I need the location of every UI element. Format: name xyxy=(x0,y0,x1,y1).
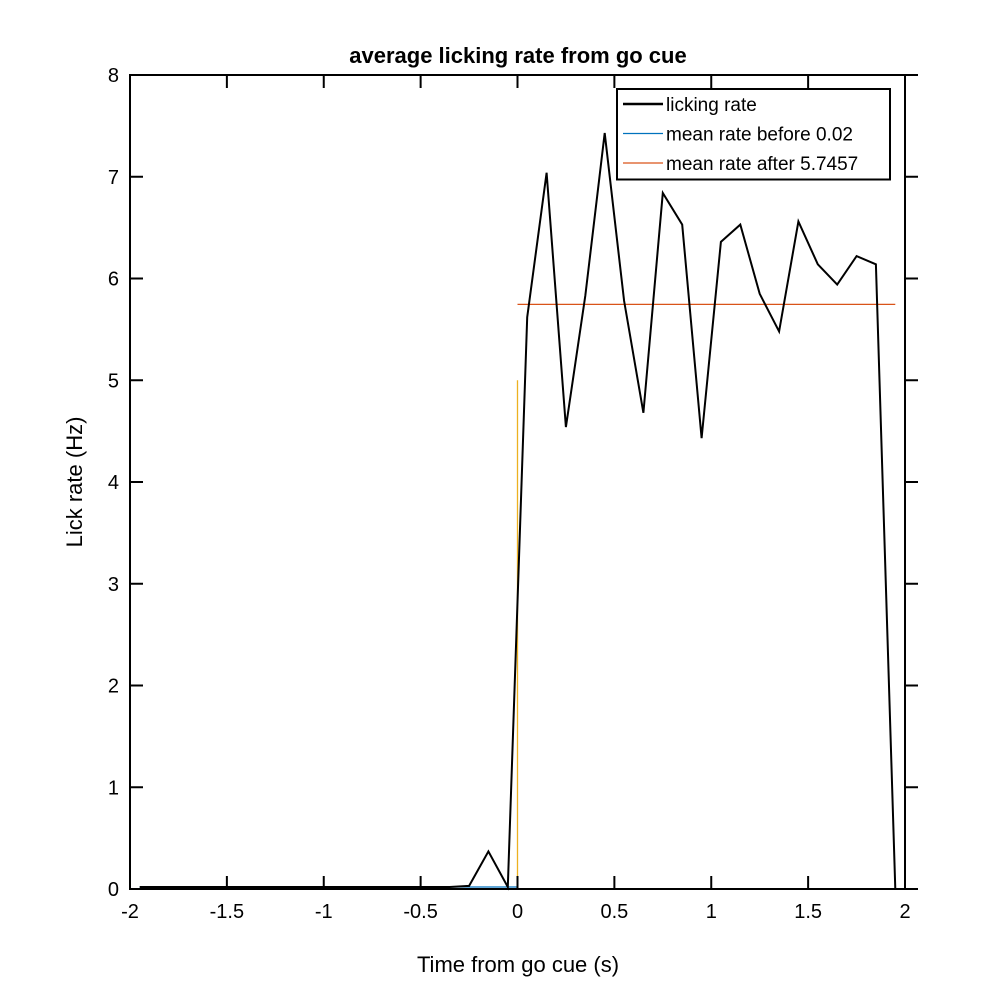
y-tick-label: 8 xyxy=(108,65,119,87)
x-tick-label: -2 xyxy=(121,901,139,923)
legend-label: mean rate before 0.02 xyxy=(666,125,853,146)
x-tick-label: 0.5 xyxy=(600,901,628,923)
y-tick-label: 1 xyxy=(108,777,119,799)
y-tick-label: 5 xyxy=(108,370,119,392)
y-tick-label: 7 xyxy=(108,167,119,189)
y-tick-label: 0 xyxy=(108,879,119,901)
legend: licking rate mean rate before 0.02 mean ra… xyxy=(616,88,891,181)
x-tick-label: 0 xyxy=(512,901,523,923)
x-tick-label: -1 xyxy=(315,901,333,923)
y-tick-label: 4 xyxy=(108,472,119,494)
y-tick-label: 6 xyxy=(108,269,119,291)
y-axis-label: Lick rate (Hz) xyxy=(62,417,87,548)
x-tick-label: -0.5 xyxy=(403,901,437,923)
series-line-0 xyxy=(139,132,897,891)
x-tick-label: 1.5 xyxy=(794,901,822,923)
legend-label: mean rate after 5.7457 xyxy=(666,154,858,175)
legend-label: licking rate xyxy=(666,95,757,116)
x-tick-label: 1 xyxy=(706,901,717,923)
y-tick-label: 3 xyxy=(108,574,119,596)
ticks: -2 -1.5 -1 -0.5 0 0.5 1 1.5 2 0 1 2 3 4 5 6 7 8 xyxy=(108,65,918,923)
x-tick-label: -1.5 xyxy=(210,901,244,923)
plot-lines xyxy=(139,132,897,891)
x-tick-label: 2 xyxy=(899,901,910,923)
chart-title: average licking rate from go cue xyxy=(349,43,686,68)
x-axis-label: Time from go cue (s) xyxy=(417,952,619,977)
y-tick-label: 2 xyxy=(108,676,119,698)
